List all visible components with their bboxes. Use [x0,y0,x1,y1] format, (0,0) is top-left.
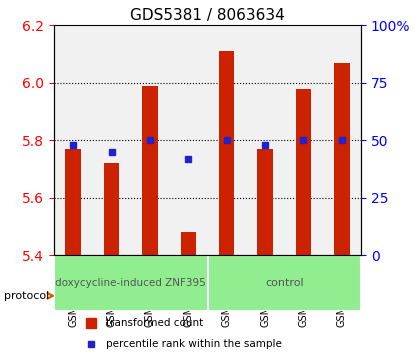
Title: GDS5381 / 8063634: GDS5381 / 8063634 [130,8,285,23]
Bar [323,25,361,256]
Bar [131,25,169,256]
FancyBboxPatch shape [131,256,169,311]
FancyBboxPatch shape [284,256,323,311]
Bar [296,89,311,256]
FancyBboxPatch shape [208,256,246,311]
FancyBboxPatch shape [93,256,131,311]
Bar [181,232,196,256]
FancyBboxPatch shape [54,256,208,311]
FancyBboxPatch shape [54,256,93,311]
Bar [169,25,208,256]
Text: transformed count: transformed count [106,318,203,328]
FancyBboxPatch shape [208,256,361,311]
Bar [246,25,284,256]
FancyBboxPatch shape [246,256,284,311]
Bar [54,25,92,256]
FancyBboxPatch shape [169,256,208,311]
FancyBboxPatch shape [323,256,361,311]
Text: control: control [265,278,304,288]
Text: percentile rank within the sample: percentile rank within the sample [106,339,282,349]
Bar [257,149,273,256]
Bar [284,25,323,256]
Bar [66,149,81,256]
Text: doxycycline-induced ZNF395: doxycycline-induced ZNF395 [55,278,206,288]
Bar [334,63,349,256]
Bar [219,51,234,256]
Text: protocol: protocol [4,291,49,301]
Bar [142,86,158,256]
Bar [93,25,131,256]
Bar [104,163,119,256]
Bar [208,25,246,256]
